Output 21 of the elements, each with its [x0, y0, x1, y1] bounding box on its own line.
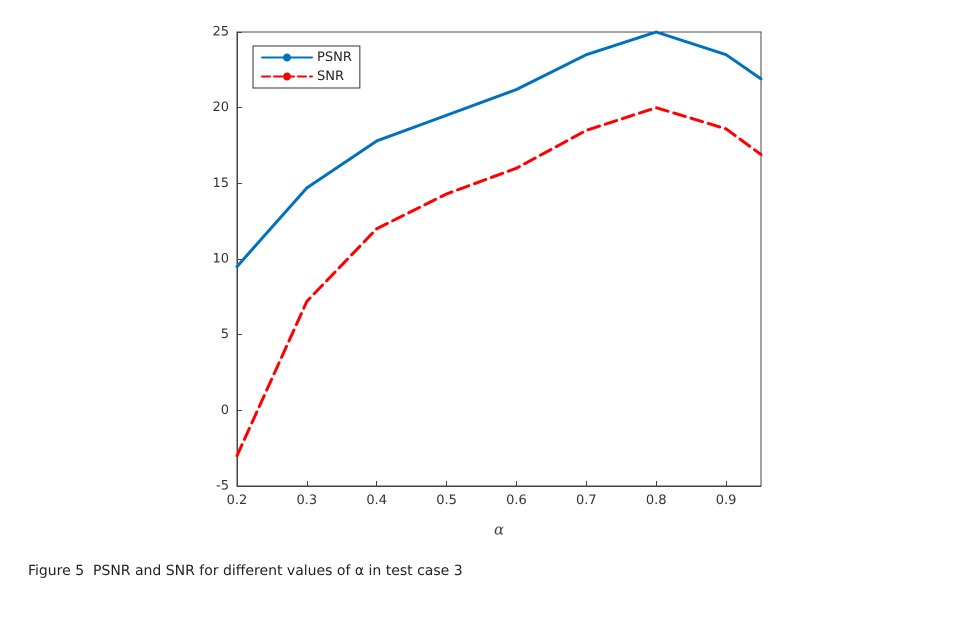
x-tick-label: 0.4 — [366, 493, 388, 508]
legend-label: SNR — [317, 69, 344, 84]
caption: Figure 5 PSNR and SNR for different values of α in test case 3 — [28, 563, 463, 579]
x-tick-label: 0.8 — [646, 493, 667, 508]
x-tick-label: 0.6 — [506, 493, 527, 508]
x-axis-title: α — [494, 520, 504, 538]
x-tick-label: 0.9 — [716, 493, 736, 508]
y-tick-label: 25 — [212, 24, 229, 40]
y-tick-label: 5 — [220, 327, 229, 342]
y-tick-label: 15 — [212, 176, 229, 191]
legend-label: PSNR — [317, 50, 352, 65]
x-tick-label: 0.7 — [576, 493, 597, 508]
x-tick-label: 0.3 — [296, 493, 318, 508]
y-tick-label: 10 — [212, 252, 229, 266]
y-tick-label: 0 — [220, 402, 229, 418]
x-tick-label: 0.2 — [226, 493, 248, 508]
line-series — [236, 30, 762, 268]
x-tick-label: 0.5 — [436, 493, 457, 508]
y-tick-label: -5 — [216, 478, 229, 494]
line-series — [236, 106, 762, 458]
y-tick-label: 20 — [212, 100, 229, 116]
